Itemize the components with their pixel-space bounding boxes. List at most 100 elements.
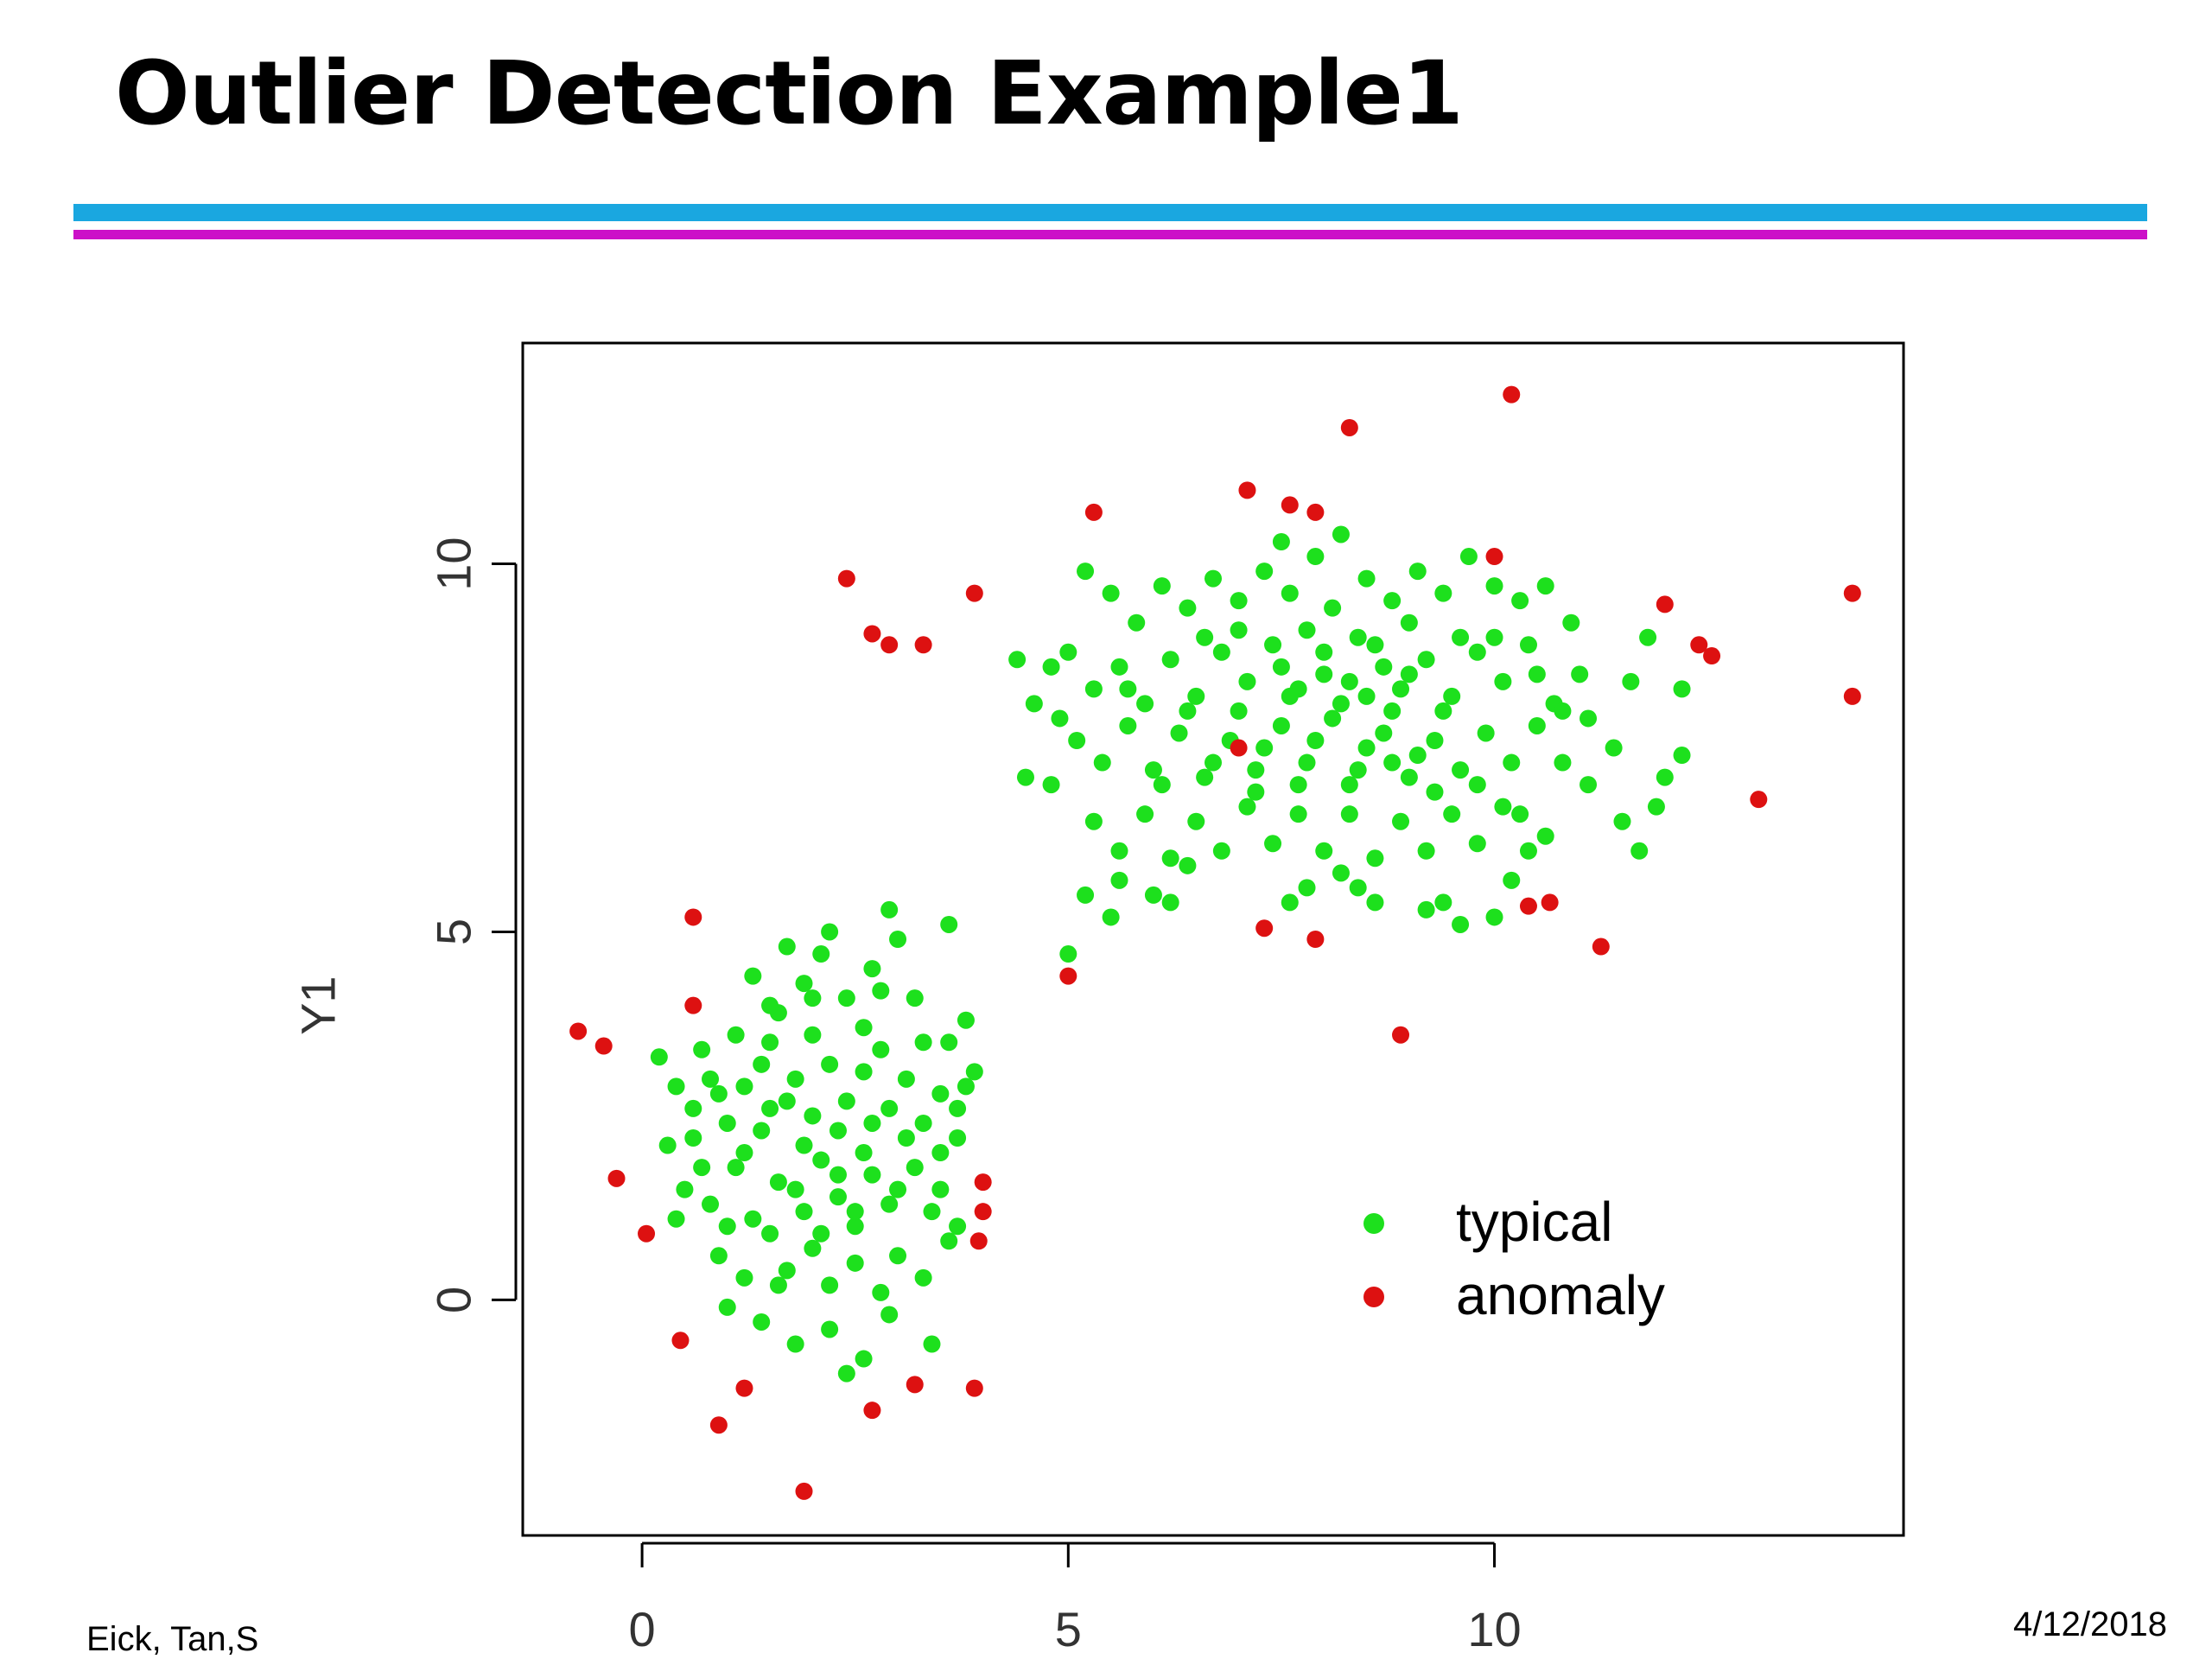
typical-point — [1008, 651, 1027, 669]
typical-point — [1332, 695, 1350, 713]
anomaly-point — [1843, 584, 1861, 602]
anomaly-point — [880, 636, 899, 654]
typical-point — [1613, 812, 1631, 830]
anomaly-point — [837, 569, 855, 588]
typical-point — [761, 996, 779, 1014]
typical-point — [1580, 776, 1598, 794]
typical-point — [1272, 533, 1290, 550]
typical-point — [693, 1040, 711, 1058]
typical-point — [1375, 658, 1393, 676]
typical-point — [1247, 761, 1265, 779]
typical-point — [1315, 665, 1333, 683]
typical-point — [1084, 680, 1103, 698]
typical-point — [727, 1026, 745, 1044]
anomaly-point — [863, 625, 881, 643]
typical-point — [778, 938, 796, 956]
typical-point — [1511, 592, 1529, 610]
typical-point — [1187, 812, 1205, 830]
typical-point — [795, 1203, 813, 1221]
typical-point — [753, 1122, 771, 1140]
typical-point — [821, 923, 839, 941]
typical-point — [658, 1136, 677, 1154]
typical-point — [1264, 636, 1282, 654]
anomaly-point — [1519, 897, 1537, 915]
typical-point — [1554, 753, 1572, 772]
anomaly-point — [795, 1482, 813, 1500]
typical-point — [1264, 835, 1282, 853]
typical-point — [1077, 563, 1095, 581]
typical-point — [778, 1092, 796, 1110]
x-axis: 0 5 10 — [629, 1541, 1522, 1656]
typical-point — [1434, 893, 1452, 912]
typical-point — [1042, 776, 1060, 794]
typical-point — [1452, 628, 1470, 646]
typical-point — [1656, 768, 1674, 786]
typical-point — [1144, 886, 1162, 904]
typical-point — [1349, 761, 1367, 779]
typical-point — [735, 1144, 753, 1162]
typical-point — [1408, 747, 1427, 765]
typical-point — [795, 975, 813, 993]
typical-point — [880, 1195, 899, 1213]
typical-point — [949, 1217, 967, 1236]
typical-point — [1093, 753, 1111, 772]
typical-point — [693, 1159, 711, 1177]
typical-point — [1205, 753, 1222, 772]
typical-point — [1281, 584, 1299, 602]
anomaly-point — [1084, 503, 1103, 521]
anomaly-point — [1843, 687, 1861, 705]
legend: typical anomaly — [1363, 1191, 1665, 1326]
anomaly-point — [1281, 496, 1299, 514]
typical-point — [718, 1298, 736, 1316]
slide-title: Outlier Detection Example1 — [115, 42, 1464, 145]
typical-point — [1068, 732, 1086, 749]
anomaly-point — [1255, 919, 1274, 938]
typical-point — [1485, 577, 1503, 595]
typical-point — [914, 1268, 932, 1287]
typical-point — [1161, 849, 1179, 868]
typical-point — [1110, 871, 1128, 889]
legend-label-typical: typical — [1456, 1191, 1612, 1253]
typical-point — [1417, 651, 1435, 669]
typical-point — [1238, 672, 1256, 690]
x-tick-label: 0 — [629, 1602, 656, 1656]
typical-point — [1324, 599, 1342, 617]
typical-point — [1170, 724, 1188, 742]
typical-point — [897, 1070, 915, 1088]
typical-point — [1196, 628, 1214, 646]
typical-point — [1306, 732, 1325, 749]
typical-point — [1179, 599, 1197, 617]
anomaly-point — [684, 996, 702, 1014]
typical-point — [1459, 548, 1478, 566]
typical-point — [1392, 812, 1410, 830]
typical-point — [744, 1210, 762, 1228]
typical-point — [1528, 716, 1546, 734]
typical-point — [1102, 584, 1120, 602]
typical-point — [1357, 739, 1376, 757]
typical-point — [1272, 658, 1290, 676]
typical-point — [931, 1144, 950, 1162]
typical-point — [1400, 613, 1418, 632]
typical-point — [863, 1166, 881, 1184]
typical-point — [1247, 783, 1265, 801]
typical-point — [837, 989, 855, 1007]
anomaly-point — [1503, 385, 1521, 404]
typical-point — [889, 931, 907, 948]
anomaly-point — [974, 1173, 992, 1192]
typical-point — [872, 982, 890, 1000]
typical-point — [1349, 879, 1367, 897]
typical-point — [1357, 569, 1376, 588]
typical-point — [650, 1048, 668, 1066]
typical-point — [1366, 849, 1384, 868]
plot-frame — [521, 341, 1905, 1537]
typical-point — [949, 1129, 967, 1147]
typical-point — [1622, 672, 1640, 690]
anomaly-point — [965, 584, 983, 602]
typical-point — [1289, 805, 1307, 823]
typical-point — [1161, 893, 1179, 912]
typical-point — [667, 1077, 685, 1096]
typical-point — [778, 1262, 796, 1280]
typical-point — [1494, 672, 1512, 690]
typical-point — [1468, 643, 1486, 661]
typical-point — [1119, 716, 1137, 734]
